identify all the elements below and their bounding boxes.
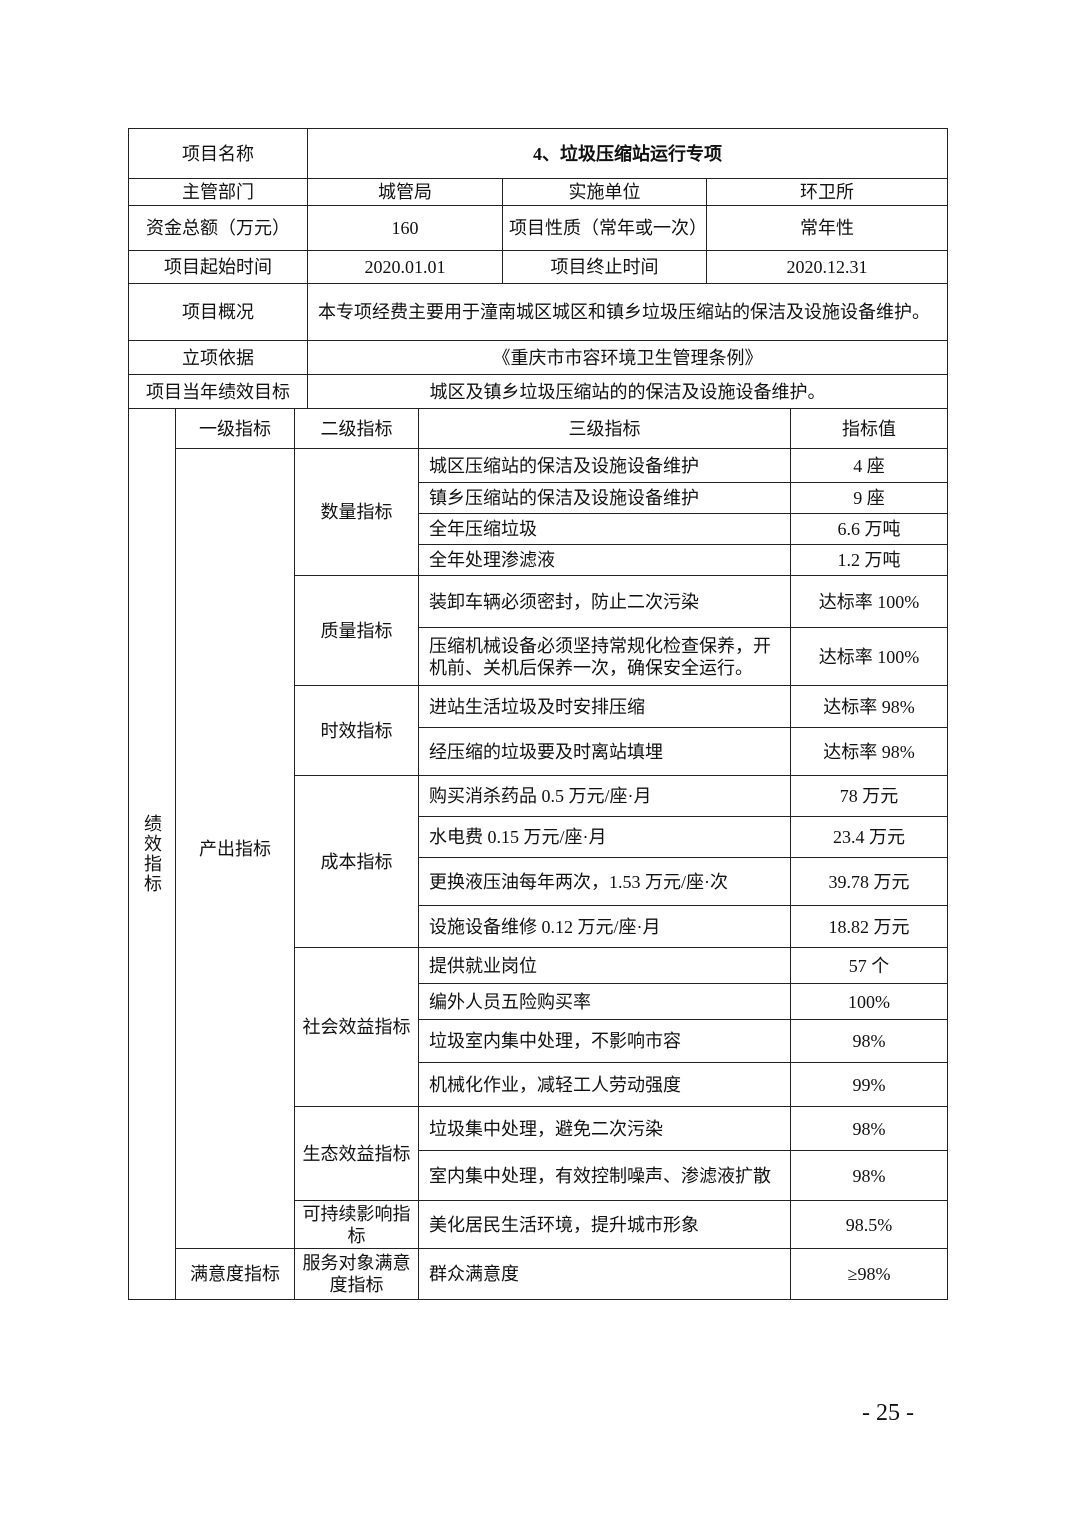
indicator-value: 39.78 万元 bbox=[790, 857, 948, 906]
header-cell: 二级指标 bbox=[294, 408, 419, 449]
end-value: 2020.12.31 bbox=[705, 250, 949, 284]
page-number: - 25 - bbox=[862, 1400, 914, 1426]
table-row: 全年处理渗滤液 1.2 万吨 bbox=[129, 544, 948, 576]
table-row: 机械化作业，减轻工人劳动强度 99% bbox=[129, 1062, 948, 1107]
nature-label: 项目性质（常年或一次） bbox=[502, 205, 707, 251]
dept-label: 主管部门 bbox=[128, 178, 308, 206]
indicators-table: 绩效指标 一级指标 二级指标 三级指标 指标值 产出指标 数量指标 城区压缩站的保洁及设施设备… bbox=[128, 408, 948, 1300]
level3-indicator: 编外人员五险购买率 bbox=[418, 983, 791, 1020]
level3-indicator: 进站生活垃圾及时安排压缩 bbox=[418, 685, 791, 728]
level3-indicator: 水电费 0.15 万元/座·月 bbox=[418, 816, 791, 858]
basis-value: 《重庆市市容环境卫生管理条例》 bbox=[306, 340, 949, 375]
level3-indicator: 购买消杀药品 0.5 万元/座·月 bbox=[418, 775, 791, 817]
basis-label: 立项依据 bbox=[128, 340, 308, 375]
impl-label: 实施单位 bbox=[502, 178, 707, 206]
table-row: 生态效益指标 垃圾集中处理，避免二次污染 98% bbox=[129, 1106, 948, 1201]
level2-indicator: 时效指标 bbox=[294, 685, 419, 776]
indicator-value: 达标率 98% bbox=[790, 685, 948, 728]
level3-indicator: 机械化作业，减轻工人劳动强度 bbox=[418, 1062, 791, 1107]
start-label: 项目起始时间 bbox=[128, 250, 308, 284]
indicator-value: 98% bbox=[790, 1019, 948, 1063]
overview-value: 本专项经费主要用于潼南城区城区和镇乡垃圾压缩站的保洁及设施设备维护。 bbox=[306, 283, 949, 341]
level3-indicator: 城区压缩站的保洁及设施设备维护 bbox=[418, 448, 791, 483]
level3-indicator: 装卸车辆必须密封，防止二次污染 bbox=[418, 575, 791, 628]
indicator-value: 18.82 万元 bbox=[790, 905, 948, 948]
header-cell: 三级指标 bbox=[418, 408, 791, 449]
table-row: 经压缩的垃圾要及时离站填埋 达标率 98% bbox=[129, 727, 948, 776]
indicator-value: 98% bbox=[790, 1106, 948, 1151]
level2-indicator: 社会效益指标 bbox=[294, 947, 419, 1107]
indicator-value: 99% bbox=[790, 1062, 948, 1107]
table-row: 成本指标 购买消杀药品 0.5 万元/座·月 78 万元 bbox=[129, 775, 948, 948]
start-value: 2020.01.01 bbox=[307, 250, 503, 284]
project-name-label: 项目名称 bbox=[128, 128, 308, 179]
table-row: 水电费 0.15 万元/座·月 23.4 万元 bbox=[129, 816, 948, 858]
indicator-value: 57 个 bbox=[790, 947, 948, 984]
level2-indicator: 服务对象满意度指标 bbox=[294, 1248, 419, 1300]
header-cell: 指标值 bbox=[790, 408, 948, 449]
header-cell: 一级指标 bbox=[175, 408, 295, 449]
level3-indicator: 垃圾集中处理，避免二次污染 bbox=[418, 1106, 791, 1151]
funds-value: 160 bbox=[307, 205, 503, 251]
indicator-value: 98% bbox=[790, 1150, 948, 1201]
level3-indicator: 全年处理渗滤液 bbox=[418, 544, 791, 576]
indicator-value: 9 座 bbox=[790, 482, 948, 514]
goal-label: 项目当年绩效目标 bbox=[128, 374, 308, 409]
table-row: 设施设备维修 0.12 万元/座·月 18.82 万元 bbox=[129, 905, 948, 948]
table-row: 可持续影响指标 美化居民生活环境，提升城市形象 98.5% bbox=[129, 1200, 948, 1249]
nature-value: 常年性 bbox=[705, 205, 949, 251]
table-row: 镇乡压缩站的保洁及设施设备维护 9 座 bbox=[129, 482, 948, 514]
indicator-value: 达标率 98% bbox=[790, 727, 948, 776]
indicator-value: 98.5% bbox=[790, 1200, 948, 1249]
level1-indicator: 产出指标 bbox=[175, 448, 295, 1249]
table-row: 垃圾室内集中处理，不影响市容 98% bbox=[129, 1019, 948, 1063]
level3-indicator: 提供就业岗位 bbox=[418, 947, 791, 984]
table-row: 质量指标 装卸车辆必须密封，防止二次污染 达标率 100% bbox=[129, 575, 948, 686]
level3-indicator: 镇乡压缩站的保洁及设施设备维护 bbox=[418, 482, 791, 514]
project-info-table: 项目名称 4、垃圾压缩站运行专项 主管部门 城管局 实施单位 环卫所 资金总额（… bbox=[128, 128, 949, 409]
level3-indicator: 更换液压油每年两次，1.53 万元/座·次 bbox=[418, 857, 791, 906]
table-row: 压缩机械设备必须坚持常规化检查保养，开机前、关机后保养一次，确保安全运行。 达标率… bbox=[129, 627, 948, 686]
indicator-value: 100% bbox=[790, 983, 948, 1020]
table-row: 产出指标 数量指标 城区压缩站的保洁及设施设备维护 4 座 bbox=[129, 448, 948, 1249]
indicator-value: 4 座 bbox=[790, 448, 948, 483]
level2-indicator: 可持续影响指标 bbox=[294, 1200, 419, 1249]
level3-indicator: 压缩机械设备必须坚持常规化检查保养，开机前、关机后保养一次，确保安全运行。 bbox=[418, 627, 791, 686]
indicator-value: 达标率 100% bbox=[790, 575, 948, 628]
level2-indicator: 生态效益指标 bbox=[294, 1106, 419, 1201]
indicator-value: 78 万元 bbox=[790, 775, 948, 817]
overview-label: 项目概况 bbox=[128, 283, 308, 341]
level3-indicator: 垃圾室内集中处理，不影响市容 bbox=[418, 1019, 791, 1063]
level3-indicator: 经压缩的垃圾要及时离站填埋 bbox=[418, 727, 791, 776]
level3-indicator: 全年压缩垃圾 bbox=[418, 513, 791, 545]
side-label: 绩效指标 bbox=[128, 408, 176, 1300]
level3-indicator: 设施设备维修 0.12 万元/座·月 bbox=[418, 905, 791, 948]
header-row: 绩效指标 一级指标 二级指标 三级指标 指标值 bbox=[128, 408, 948, 1300]
indicator-value: 23.4 万元 bbox=[790, 816, 948, 858]
indicator-value: 达标率 100% bbox=[790, 627, 948, 686]
end-label: 项目终止时间 bbox=[502, 250, 707, 284]
funds-label: 资金总额（万元） bbox=[128, 205, 308, 251]
table-row: 更换液压油每年两次，1.53 万元/座·次 39.78 万元 bbox=[129, 857, 948, 906]
level3-indicator: 室内集中处理，有效控制噪声、渗滤液扩散 bbox=[418, 1150, 791, 1201]
level2-indicator: 成本指标 bbox=[294, 775, 419, 948]
dept-value: 城管局 bbox=[307, 178, 503, 206]
level2-indicator: 质量指标 bbox=[294, 575, 419, 686]
indicator-value: ≥98% bbox=[790, 1248, 948, 1300]
impl-value: 环卫所 bbox=[705, 178, 949, 206]
indicator-value: 1.2 万吨 bbox=[790, 544, 948, 576]
project-name: 4、垃圾压缩站运行专项 bbox=[306, 128, 949, 179]
level3-indicator: 群众满意度 bbox=[418, 1248, 791, 1300]
level3-indicator: 美化居民生活环境，提升城市形象 bbox=[418, 1200, 791, 1249]
table-row: 社会效益指标 提供就业岗位 57 个 bbox=[129, 947, 948, 1107]
level1-indicator: 满意度指标 bbox=[175, 1248, 295, 1300]
goal-value: 城区及镇乡垃圾压缩站的的保洁及设施设备维护。 bbox=[306, 374, 949, 409]
indicator-value: 6.6 万吨 bbox=[790, 513, 948, 545]
level2-indicator: 数量指标 bbox=[294, 448, 419, 576]
table-row: 编外人员五险购买率 100% bbox=[129, 983, 948, 1020]
table-row: 满意度指标 服务对象满意度指标 群众满意度 ≥98% bbox=[129, 1248, 948, 1300]
